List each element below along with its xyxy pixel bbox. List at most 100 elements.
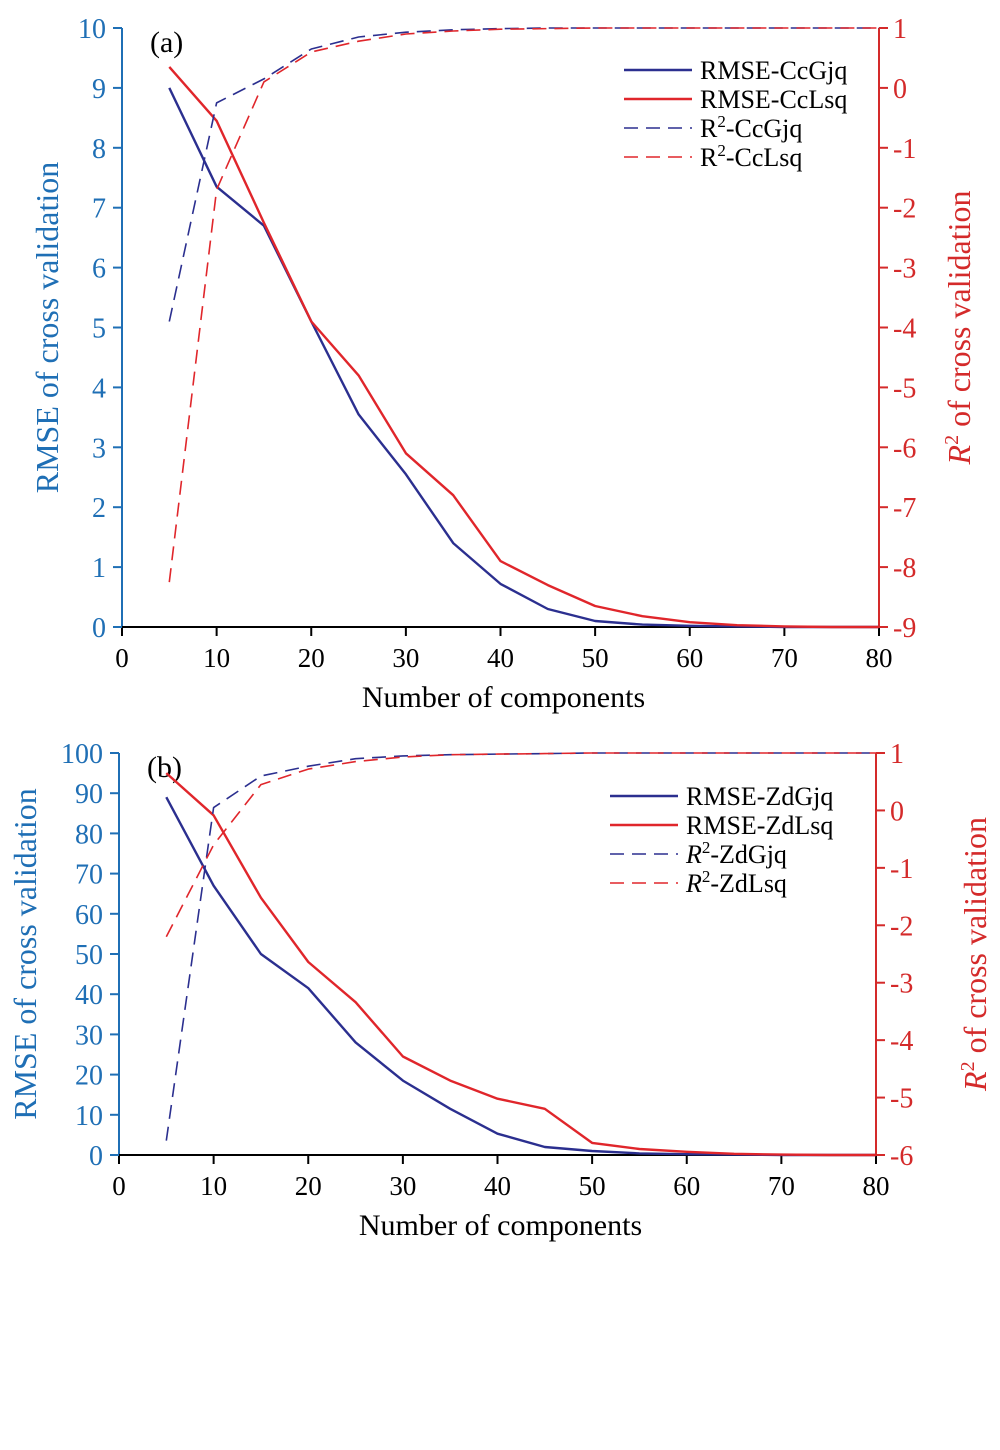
- series-line-r2-zdlsq: [165, 752, 876, 938]
- data-point-rmse-zdlsq: [496, 1098, 498, 1100]
- data-point-rmse-cclsq: [783, 625, 785, 627]
- x-tick-label: 80: [863, 1171, 890, 1201]
- data-point-r2-ccgjq: [168, 320, 170, 322]
- data-point-rmse-cclsq: [215, 120, 217, 122]
- data-point-r2-zdgjq: [165, 1139, 167, 1141]
- left-y-tick-label: 80: [75, 819, 103, 850]
- right-y-axis-title: R2 of cross validation: [941, 191, 977, 466]
- left-y-axis-title: RMSE of cross validation: [7, 788, 43, 1120]
- legend-label: R2-ZdLsq: [685, 867, 787, 898]
- data-point-rmse-zdlsq: [260, 897, 262, 899]
- data-point-rmse-zdlsq: [591, 1142, 593, 1144]
- data-point-rmse-zdgjq: [496, 1133, 498, 1135]
- series-line-rmse-cclsq: [168, 66, 879, 629]
- data-point-rmse-zdlsq: [165, 772, 167, 774]
- data-point-rmse-zdlsq: [544, 1108, 546, 1110]
- legend-label-sup: 2: [702, 867, 711, 886]
- data-point-r2-cclsq: [736, 27, 738, 29]
- right-y-tick-label: -1: [890, 854, 913, 885]
- left-y-tick-label: 50: [75, 940, 103, 971]
- legend-label-sup: 2: [717, 112, 726, 131]
- right-y-tick-label: -3: [893, 254, 916, 285]
- data-point-rmse-ccgjq: [499, 583, 501, 585]
- right-y-tick-label: 0: [890, 796, 904, 827]
- x-tick-label: 50: [579, 1171, 606, 1201]
- data-point-r2-zdlsq: [449, 754, 451, 756]
- data-point-r2-zdgjq: [307, 765, 309, 767]
- right-y-axis-title-sup: 2: [957, 1061, 979, 1071]
- right-y-tick-label: -4: [893, 314, 916, 345]
- x-tick-label: 0: [112, 1171, 126, 1201]
- x-axis-title: Number of components: [362, 681, 645, 714]
- data-point-r2-cclsq: [357, 40, 359, 42]
- legend-label-prefix: RMSE-CcLsq: [700, 85, 847, 114]
- legend-label: RMSE-CcGjq: [700, 56, 847, 85]
- legend-label-sup: 2: [702, 838, 711, 857]
- left-y-tick-label: 4: [92, 373, 106, 404]
- data-point-rmse-ccgjq: [452, 542, 454, 544]
- x-tick-label: 40: [484, 1171, 511, 1201]
- data-point-rmse-zdlsq: [449, 1079, 451, 1081]
- data-point-r2-zdgjq: [212, 806, 214, 808]
- data-point-r2-cclsq: [263, 81, 265, 83]
- data-point-r2-cclsq: [405, 33, 407, 35]
- data-point-rmse-zdgjq: [544, 1146, 546, 1148]
- data-point-r2-cclsq: [215, 189, 217, 191]
- data-point-rmse-cclsq: [641, 615, 643, 617]
- data-point-r2-cclsq: [878, 27, 880, 29]
- data-point-rmse-zdgjq: [165, 796, 167, 798]
- data-point-r2-zdlsq: [638, 752, 640, 754]
- left-y-tick-label: 8: [92, 134, 106, 165]
- x-tick-label: 30: [389, 1171, 416, 1201]
- x-tick-label: 30: [392, 643, 419, 673]
- data-point-rmse-zdgjq: [449, 1108, 451, 1110]
- legend-label-prefix: R: [685, 869, 702, 898]
- data-point-rmse-zdgjq: [307, 987, 309, 989]
- data-point-r2-zdlsq: [402, 756, 404, 758]
- data-point-rmse-zdlsq: [828, 1154, 830, 1156]
- left-y-tick-label: 0: [89, 1141, 103, 1172]
- data-point-rmse-zdlsq: [402, 1055, 404, 1057]
- data-point-rmse-zdlsq: [307, 961, 309, 963]
- x-tick-label: 60: [676, 643, 703, 673]
- legend-label: R2-CcGjq: [700, 112, 802, 143]
- data-point-r2-zdlsq: [875, 752, 877, 754]
- data-point-rmse-zdgjq: [638, 1152, 640, 1154]
- data-point-r2-ccgjq: [310, 48, 312, 50]
- data-point-rmse-zdlsq: [354, 1001, 356, 1003]
- data-point-rmse-cclsq: [357, 374, 359, 376]
- legend-label-suffix: -ZdGjq: [710, 840, 787, 869]
- left-y-tick-label: 20: [75, 1061, 103, 1092]
- legend-label-sup: 2: [717, 141, 726, 160]
- legend-label-prefix: RMSE-ZdLsq: [686, 811, 833, 840]
- data-point-r2-zdlsq: [544, 752, 546, 754]
- legend-label-suffix: -CcGjq: [726, 114, 803, 143]
- data-point-rmse-zdlsq: [686, 1151, 688, 1153]
- data-point-r2-cclsq: [783, 27, 785, 29]
- data-point-rmse-zdlsq: [780, 1153, 782, 1155]
- data-point-rmse-cclsq: [499, 560, 501, 562]
- data-point-r2-zdlsq: [686, 752, 688, 754]
- data-point-r2-zdlsq: [496, 753, 498, 755]
- right-y-axis-title-sup: 2: [941, 435, 963, 445]
- data-point-rmse-zdgjq: [591, 1150, 593, 1152]
- series-line-r2-cclsq: [168, 27, 879, 583]
- right-y-axis-title-rest: of cross validation: [941, 191, 977, 435]
- left-y-tick-label: 10: [78, 14, 106, 45]
- left-y-tick-label: 100: [61, 739, 103, 770]
- legend-label-suffix: -CcLsq: [726, 143, 803, 172]
- legend-label: RMSE-CcLsq: [700, 85, 847, 114]
- right-y-tick-label: -6: [890, 1141, 913, 1172]
- right-y-axis-title: R2 of cross validation: [957, 817, 993, 1092]
- x-tick-label: 50: [582, 643, 609, 673]
- legend-label-prefix: R: [685, 840, 702, 869]
- right-y-tick-label: -7: [893, 493, 916, 524]
- right-y-tick-label: -2: [893, 194, 916, 225]
- data-point-rmse-zdgjq: [212, 885, 214, 887]
- x-axis-title: Number of components: [359, 1209, 642, 1242]
- right-y-tick-label: 1: [890, 739, 904, 770]
- panel-label: (a): [150, 26, 183, 59]
- left-y-tick-label: 0: [92, 613, 106, 644]
- data-point-rmse-cclsq: [594, 605, 596, 607]
- data-point-rmse-ccgjq: [168, 87, 170, 89]
